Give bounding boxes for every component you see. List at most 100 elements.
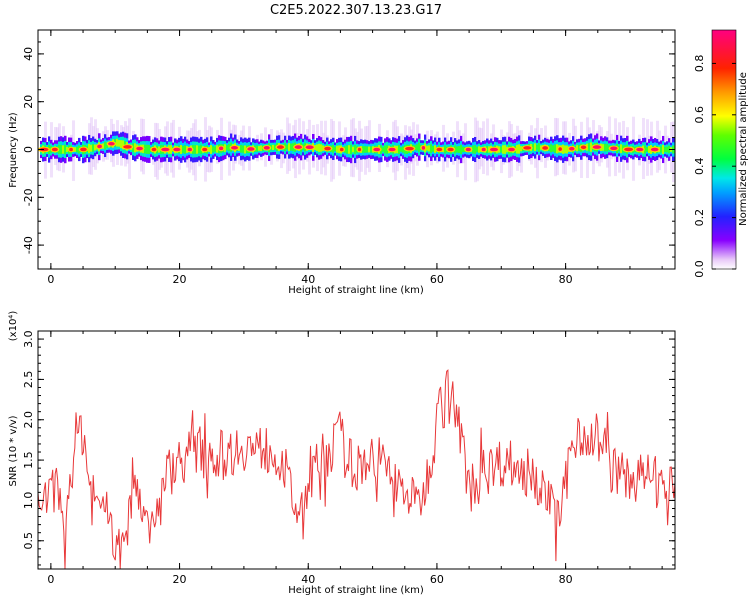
- heat-band-core: [64, 144, 67, 155]
- heat-band-core: [334, 146, 337, 152]
- heat-hotspot-core: [219, 146, 224, 151]
- heat-band-core: [366, 146, 369, 153]
- spectrogram-y-label: Frequency (Hz): [8, 112, 19, 188]
- heat-band-core: [400, 147, 403, 152]
- heat-hotspot-core: [636, 147, 644, 152]
- heat-hotspot-core: [276, 145, 284, 149]
- heat-band-core: [194, 145, 197, 154]
- snr-x-tick-label: 20: [173, 573, 187, 586]
- heat-band-core: [212, 146, 215, 153]
- heat-band-core: [520, 146, 523, 152]
- heat-band-core: [552, 145, 555, 152]
- colorbar-label: Normalized spectral amplitude: [738, 72, 749, 226]
- snr-x-tick-label: 60: [430, 573, 444, 586]
- snr-y-tick-label: 1.5: [22, 451, 35, 469]
- heat-hotspot-core: [357, 147, 362, 152]
- snr-y-label: SNR (10 * v/v): [8, 415, 19, 486]
- heat-band-core: [244, 145, 247, 154]
- heat-band-core: [602, 144, 605, 151]
- heat-band-core: [226, 145, 229, 151]
- snr-panel: 0 20 40 60 80 0.5 1.0 1.5 2.0 2.5 3.0 Height of s…: [8, 311, 676, 596]
- heat-band-core: [666, 146, 669, 153]
- heat-band-core: [588, 142, 591, 152]
- heat-hotspot-core: [508, 147, 515, 152]
- heat-hotspot-core: [263, 146, 270, 150]
- snr-line-layer: [37, 369, 676, 570]
- spectrogram-x-tick-label: 80: [559, 273, 573, 286]
- heat-band-core: [604, 143, 607, 152]
- heat-band-core: [90, 144, 93, 152]
- heat-hotspot-core: [173, 147, 181, 152]
- heat-hotspot-core: [489, 147, 499, 152]
- heat-band-core: [364, 146, 367, 153]
- heat-band-core: [646, 147, 649, 152]
- heat-band-core: [214, 146, 217, 152]
- snr-x-tick-label: 40: [301, 573, 315, 586]
- colorbar-tick-label: 0.8: [693, 55, 706, 72]
- heat-band-core: [332, 145, 335, 153]
- heat-hotspot-core: [305, 145, 314, 150]
- heat-band-core: [320, 144, 323, 152]
- heat-band-core: [346, 145, 349, 154]
- heat-band-core: [516, 144, 519, 154]
- heat-band-core: [318, 143, 321, 152]
- heat-hotspot-core: [465, 147, 471, 152]
- heat-hotspot-core: [436, 147, 443, 152]
- heat-band-core: [618, 145, 621, 152]
- heat-band-core: [518, 144, 521, 154]
- heat-band-core: [210, 145, 213, 154]
- heat-hotspot-core: [592, 145, 602, 149]
- heat-band-core: [538, 143, 541, 152]
- heat-hotspot-core: [231, 145, 238, 150]
- heat-band-core: [286, 144, 289, 150]
- heat-band-core: [116, 138, 119, 147]
- heat-band-core: [66, 146, 69, 153]
- snr-y-scale-label: (x10⁴): [8, 311, 19, 342]
- colorbar-tick-label: 0.6: [693, 106, 706, 124]
- heat-band-core: [620, 144, 623, 154]
- heat-band-core: [536, 144, 539, 150]
- heat-band-core: [398, 144, 401, 155]
- heat-band-core: [578, 144, 581, 152]
- heat-band-core: [384, 145, 387, 154]
- heat-band-core: [472, 145, 475, 154]
- snr-background: [38, 331, 675, 569]
- heat-band-core: [648, 145, 651, 154]
- snr-y-ticks: 0.5 1.0 1.5 2.0 2.5 3.0: [22, 330, 675, 566]
- heat-hotspot-core: [161, 147, 170, 152]
- colorbar-frame: [711, 29, 737, 270]
- heat-band-core: [402, 146, 405, 153]
- spectrogram-heat-layer: [38, 116, 675, 183]
- heat-band-core: [198, 145, 201, 154]
- heat-hotspot-core: [421, 146, 426, 150]
- heat-band-core: [664, 147, 667, 152]
- spectrogram-y-tick-label: 0: [22, 146, 35, 153]
- heat-hotspot-core: [624, 147, 634, 152]
- heat-band-core: [74, 147, 77, 152]
- heat-band-core: [354, 144, 357, 155]
- heat-band-core: [242, 145, 245, 153]
- heat-hotspot-core: [580, 145, 587, 150]
- heat-hotspot-core: [151, 147, 157, 152]
- heat-hotspot-core: [123, 145, 132, 149]
- heat-hotspot-core: [324, 146, 331, 151]
- heat-band-core: [88, 143, 91, 154]
- heat-band-core: [216, 145, 219, 153]
- heat-band-core: [228, 144, 231, 151]
- heat-hotspot-core: [447, 147, 454, 152]
- heat-hotspot-core: [247, 147, 255, 151]
- heat-band-core: [104, 141, 107, 150]
- heat-hotspot-core: [558, 147, 562, 151]
- heat-band-core: [554, 144, 557, 153]
- heat-band-core: [426, 145, 429, 151]
- heat-band-core: [158, 146, 161, 153]
- heat-band-core: [348, 145, 351, 154]
- snr-x-label: Height of straight line (km): [288, 585, 424, 596]
- heat-band-core: [184, 145, 187, 154]
- spectrogram-y-tick-label: 20: [22, 95, 35, 109]
- heat-hotspot-core: [388, 147, 396, 152]
- heat-band-core: [274, 144, 277, 150]
- heat-band-core: [92, 143, 95, 152]
- spectrogram-y-tick-label: 40: [22, 47, 35, 61]
